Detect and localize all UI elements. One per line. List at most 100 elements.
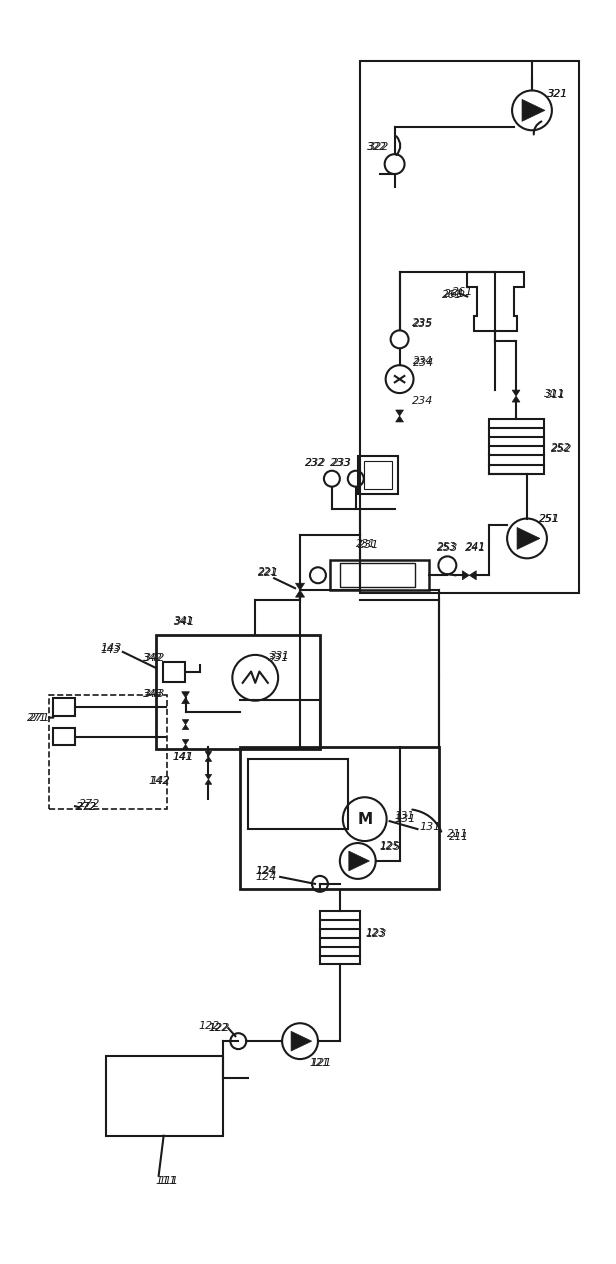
Text: 121: 121: [310, 1058, 331, 1068]
Text: 271: 271: [27, 713, 47, 723]
Text: 131: 131: [395, 811, 415, 822]
Text: 233: 233: [330, 458, 351, 468]
Text: 143: 143: [101, 643, 123, 653]
Text: 311: 311: [546, 391, 566, 401]
Text: 131: 131: [419, 822, 441, 832]
Text: 234: 234: [411, 396, 433, 406]
Bar: [489, 418, 544, 474]
Text: 251: 251: [539, 513, 561, 523]
Text: 141: 141: [172, 752, 192, 762]
Text: 121: 121: [310, 1058, 330, 1068]
Text: 125: 125: [379, 842, 401, 852]
Text: 124: 124: [255, 872, 277, 882]
Text: 241: 241: [465, 544, 487, 554]
Polygon shape: [468, 272, 524, 331]
Text: 322: 322: [368, 142, 389, 152]
Text: 341: 341: [174, 616, 193, 626]
Text: 231: 231: [356, 540, 376, 550]
Text: 142: 142: [151, 776, 171, 786]
Polygon shape: [182, 739, 188, 744]
Text: 234: 234: [413, 356, 432, 367]
Polygon shape: [182, 719, 188, 724]
Text: 234: 234: [413, 358, 434, 368]
Bar: [340, 564, 415, 588]
Text: 343: 343: [143, 689, 163, 699]
Polygon shape: [395, 410, 403, 416]
Polygon shape: [462, 571, 469, 580]
Text: 111: 111: [159, 1176, 179, 1186]
Bar: [49, 695, 167, 809]
Polygon shape: [512, 391, 520, 396]
Text: 124: 124: [255, 866, 275, 876]
Polygon shape: [469, 571, 476, 580]
Polygon shape: [296, 583, 304, 590]
Bar: [163, 662, 185, 681]
Text: 311: 311: [544, 389, 565, 399]
Polygon shape: [291, 1031, 312, 1050]
Text: 331: 331: [268, 653, 290, 662]
Bar: [330, 560, 429, 590]
Polygon shape: [182, 691, 190, 698]
Polygon shape: [205, 752, 212, 756]
Text: 341: 341: [174, 617, 195, 627]
Text: 261: 261: [442, 289, 462, 300]
Text: 342: 342: [144, 653, 165, 662]
Text: 253: 253: [437, 542, 457, 552]
Text: 122: 122: [208, 1023, 230, 1033]
Text: 321: 321: [547, 90, 569, 100]
Text: 272: 272: [77, 803, 97, 813]
Bar: [320, 911, 360, 964]
Text: 321: 321: [548, 90, 568, 100]
Text: 232: 232: [305, 458, 325, 468]
Bar: [248, 760, 348, 829]
Polygon shape: [349, 851, 370, 871]
Text: 221: 221: [258, 568, 278, 578]
Text: 233: 233: [332, 458, 352, 468]
Polygon shape: [182, 724, 188, 729]
Text: 251: 251: [539, 513, 559, 523]
Bar: [360, 61, 579, 593]
Text: 271: 271: [30, 713, 51, 723]
Text: 235: 235: [411, 319, 433, 329]
Bar: [363, 461, 392, 489]
Text: 343: 343: [144, 689, 165, 699]
Text: 123: 123: [366, 928, 386, 938]
Polygon shape: [395, 416, 403, 422]
Text: 252: 252: [551, 444, 572, 454]
Text: 241: 241: [466, 542, 486, 552]
Text: 131: 131: [395, 814, 416, 824]
Text: 252: 252: [551, 442, 571, 453]
Text: 261: 261: [444, 288, 466, 298]
Polygon shape: [517, 527, 540, 550]
Text: 122: 122: [208, 1023, 229, 1033]
Polygon shape: [512, 396, 520, 402]
Bar: [240, 747, 439, 889]
Text: 235: 235: [413, 320, 432, 330]
Text: 232: 232: [305, 458, 326, 468]
Polygon shape: [205, 775, 212, 780]
Text: 141: 141: [172, 752, 194, 762]
Bar: [53, 728, 75, 746]
Text: 125: 125: [379, 841, 400, 851]
Text: 211: 211: [449, 832, 469, 842]
Polygon shape: [296, 590, 304, 597]
Text: 143: 143: [101, 645, 121, 655]
Text: 261: 261: [452, 287, 474, 297]
Text: 331: 331: [270, 651, 290, 661]
Text: 123: 123: [366, 929, 387, 939]
Text: 122: 122: [198, 1021, 220, 1031]
Text: 231: 231: [358, 541, 379, 550]
Polygon shape: [205, 756, 212, 761]
Bar: [106, 1057, 224, 1136]
Text: 211: 211: [447, 829, 469, 839]
Polygon shape: [182, 698, 190, 704]
Text: 272: 272: [76, 803, 97, 813]
Polygon shape: [182, 744, 188, 750]
Text: 272: 272: [79, 799, 100, 809]
Bar: [358, 456, 397, 494]
Text: M: M: [357, 811, 372, 827]
Text: 342: 342: [143, 653, 163, 662]
Text: 142: 142: [148, 776, 170, 786]
Text: 221: 221: [258, 569, 280, 578]
Text: 322: 322: [367, 142, 387, 152]
